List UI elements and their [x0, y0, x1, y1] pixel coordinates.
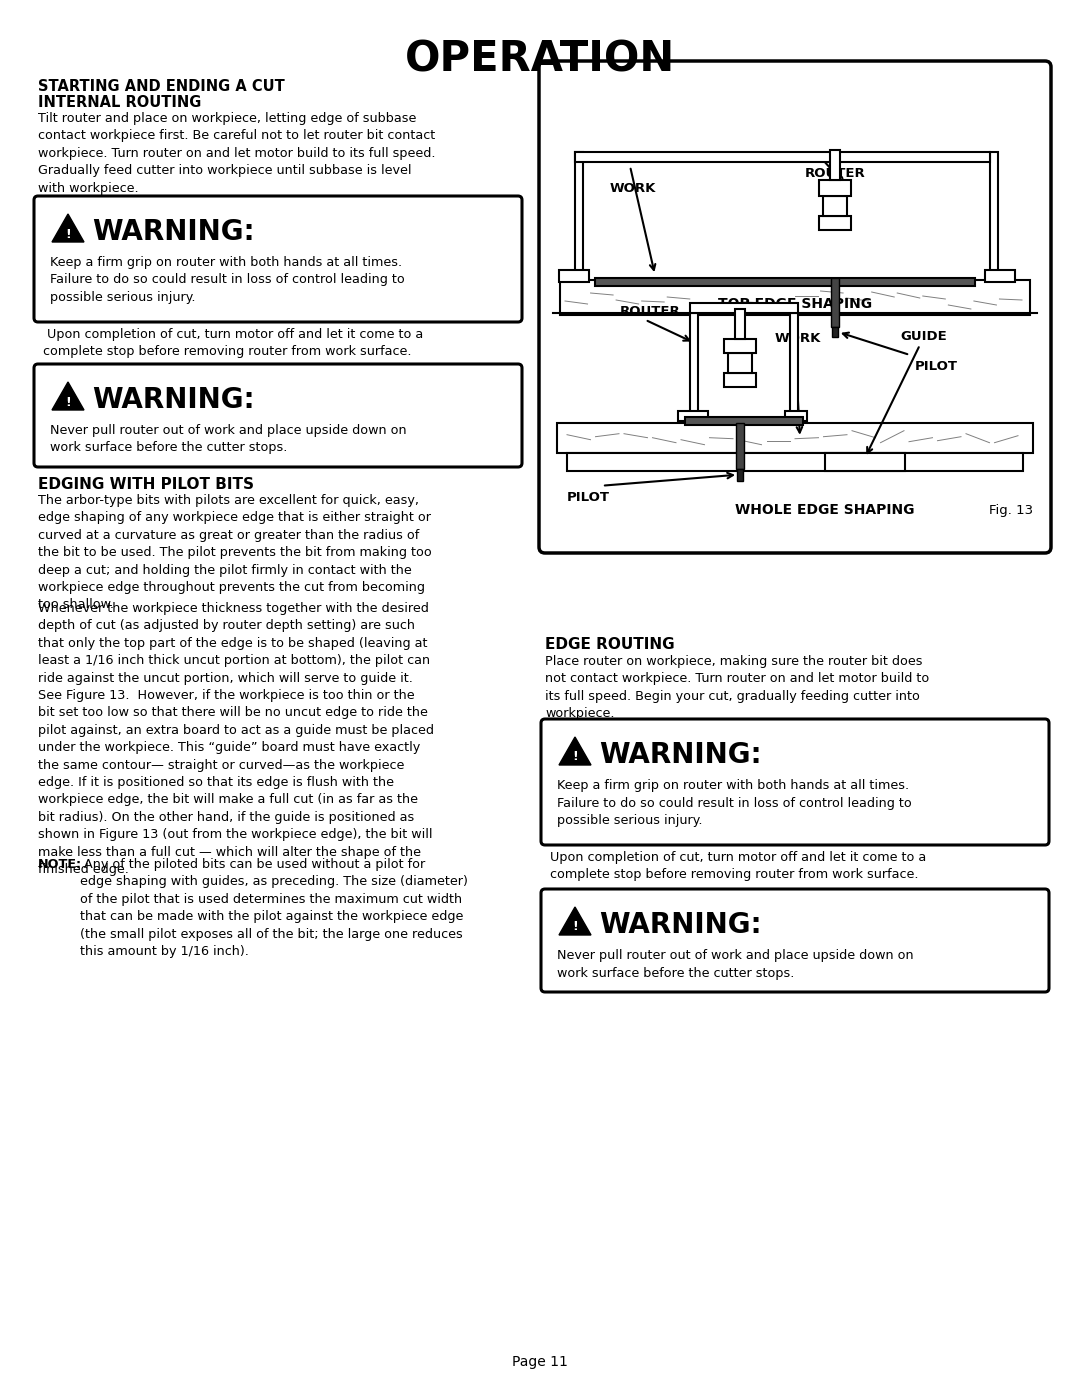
Bar [728, 352, 752, 373]
Text: Never pull router out of work and place upside down on
work surface before the c: Never pull router out of work and place … [557, 949, 914, 979]
Bar [678, 411, 708, 420]
Bar [685, 416, 804, 425]
Text: Keep a firm grip on router with both hands at all times.
Failure to do so could : Keep a firm grip on router with both han… [50, 256, 405, 305]
Text: WARNING:: WARNING: [599, 740, 761, 768]
FancyBboxPatch shape [33, 365, 522, 467]
Text: ROUTER: ROUTER [805, 168, 866, 180]
Bar [832, 327, 838, 337]
Bar [567, 453, 1023, 471]
Text: WARNING:: WARNING: [92, 386, 255, 414]
Text: Page 11: Page 11 [512, 1355, 568, 1369]
Bar [690, 313, 698, 412]
Bar [737, 469, 743, 481]
Bar [557, 423, 1032, 453]
Bar [724, 338, 756, 352]
Text: WHOLE EDGE SHAPING: WHOLE EDGE SHAPING [735, 503, 915, 517]
Bar [690, 303, 798, 313]
Text: ROUTER: ROUTER [620, 305, 680, 317]
Bar [561, 279, 1030, 314]
Bar [819, 180, 851, 196]
Text: WORK: WORK [775, 331, 822, 345]
Text: STARTING AND ENDING A CUT: STARTING AND ENDING A CUT [38, 80, 285, 94]
Polygon shape [559, 907, 591, 935]
Text: Never pull router out of work and place upside down on
work surface before the c: Never pull router out of work and place … [50, 425, 407, 454]
Text: Fig. 13: Fig. 13 [989, 504, 1032, 517]
Bar [831, 149, 840, 180]
Bar [985, 270, 1015, 282]
Bar [831, 278, 839, 327]
Text: NOTE:: NOTE: [38, 858, 82, 870]
Text: PILOT: PILOT [567, 490, 610, 504]
Text: OPERATION: OPERATION [405, 39, 675, 81]
Polygon shape [52, 214, 84, 242]
Bar [724, 373, 756, 387]
Bar [825, 453, 905, 471]
Text: !: ! [65, 228, 71, 240]
FancyBboxPatch shape [541, 719, 1049, 845]
Bar [785, 411, 807, 420]
Bar [575, 152, 990, 162]
Bar [559, 270, 589, 282]
Text: TOP EDGE SHAPING: TOP EDGE SHAPING [718, 298, 872, 312]
Text: !: ! [572, 921, 578, 933]
Bar [575, 152, 583, 272]
Text: Keep a firm grip on router with both hands at all times.
Failure to do so could : Keep a firm grip on router with both han… [557, 780, 912, 827]
Text: INTERNAL ROUTING: INTERNAL ROUTING [38, 95, 201, 110]
Text: Upon completion of cut, turn motor off and let it come to a
complete stop before: Upon completion of cut, turn motor off a… [43, 328, 423, 359]
Text: !: ! [572, 750, 578, 764]
FancyBboxPatch shape [541, 888, 1049, 992]
Text: Whenever the workpiece thickness together with the desired
depth of cut (as adju: Whenever the workpiece thickness togethe… [38, 602, 434, 876]
FancyBboxPatch shape [539, 61, 1051, 553]
Text: !: ! [65, 395, 71, 408]
Text: Tilt router and place on workpiece, letting edge of subbase
contact workpiece fi: Tilt router and place on workpiece, lett… [38, 112, 435, 194]
Bar [595, 278, 975, 286]
Text: Upon completion of cut, turn motor off and let it come to a
complete stop before: Upon completion of cut, turn motor off a… [550, 851, 927, 882]
Bar [735, 423, 744, 469]
Bar [823, 196, 847, 217]
Text: WARNING:: WARNING: [92, 218, 255, 246]
Text: WARNING:: WARNING: [599, 911, 761, 939]
Polygon shape [559, 738, 591, 766]
Text: EDGING WITH PILOT BITS: EDGING WITH PILOT BITS [38, 476, 254, 492]
Text: EDGE ROUTING: EDGE ROUTING [545, 637, 675, 652]
Text: PILOT: PILOT [915, 360, 958, 373]
Bar [990, 152, 998, 272]
Text: GUIDE: GUIDE [900, 330, 947, 342]
Bar [789, 313, 798, 412]
Text: Place router on workpiece, making sure the router bit does
not contact workpiece: Place router on workpiece, making sure t… [545, 655, 929, 721]
Bar [819, 217, 851, 231]
Text: Any of the piloted bits can be used without a pilot for
edge shaping with guides: Any of the piloted bits can be used with… [80, 858, 468, 958]
Bar [735, 309, 745, 338]
Polygon shape [52, 381, 84, 409]
Text: The arbor-type bits with pilots are excellent for quick, easy,
edge shaping of a: The arbor-type bits with pilots are exce… [38, 495, 432, 612]
Text: WORK: WORK [610, 182, 657, 196]
FancyBboxPatch shape [33, 196, 522, 321]
